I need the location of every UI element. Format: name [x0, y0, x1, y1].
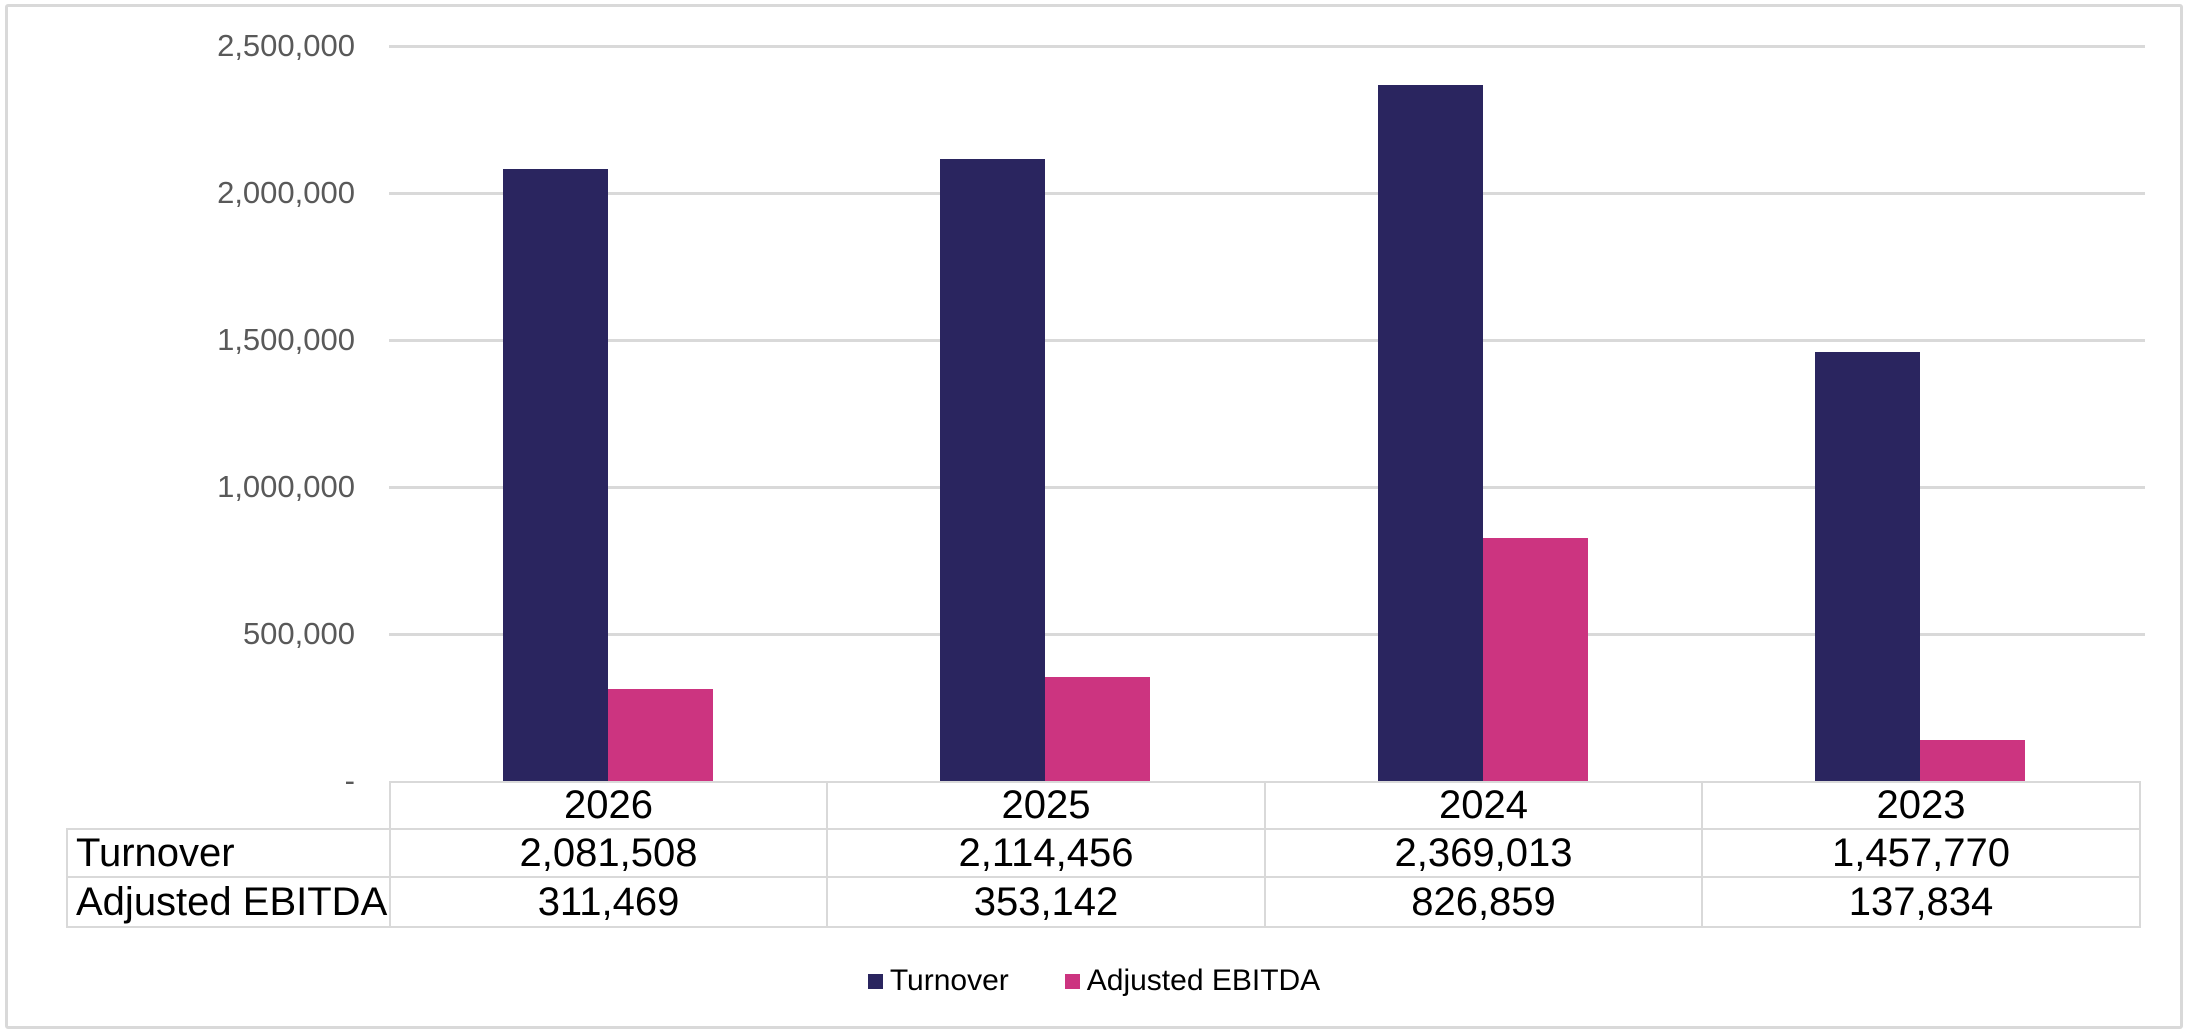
adjusted-ebitda-bar-2025 — [1045, 677, 1150, 781]
row-label-turnover: Turnover — [66, 828, 391, 878]
table-cell-adjusted-ebitda-2024: 826,859 — [1264, 876, 1703, 928]
gridline — [389, 633, 2145, 636]
legend-label-turnover: Turnover — [889, 964, 1009, 997]
gridline — [389, 339, 2145, 342]
legend-item-turnover: Turnover — [867, 964, 1009, 998]
table-cell-turnover-2024: 2,369,013 — [1264, 828, 1703, 878]
y-axis-tick-label: 2,000,000 — [217, 175, 355, 210]
gridline — [389, 486, 2145, 489]
table-cell-turnover-2025: 2,114,456 — [826, 828, 1266, 878]
turnover-bar-2023 — [1815, 352, 1920, 781]
gridline — [389, 45, 2145, 48]
table-header-year-2024: 2024 — [1264, 781, 1703, 830]
table-row-turnover: Turnover 2,081,508 2,114,456 2,369,013 1,457… — [66, 828, 2141, 878]
table-corner-empty — [67, 782, 390, 829]
y-axis-tick-label: - — [344, 763, 355, 798]
adjusted-ebitda-bar-2024 — [1483, 538, 1588, 781]
table-header-year-2023: 2023 — [1701, 781, 2141, 830]
turnover-bar-2024 — [1378, 85, 1483, 781]
table-cell-turnover-2026: 2,081,508 — [389, 828, 828, 878]
row-label-adjusted-ebitda: Adjusted EBITDA — [66, 876, 391, 928]
y-axis-tick-label: 500,000 — [242, 616, 355, 651]
legend-item-adjusted-ebitda: Adjusted EBITDA — [1064, 964, 1321, 998]
table-cell-adjusted-ebitda-2023: 137,834 — [1701, 876, 2141, 928]
chart-outer-border — [5, 4, 2183, 1029]
legend-swatch-icon-adjusted-ebitda — [1064, 973, 1080, 989]
adjusted-ebitda-bar-2023 — [1920, 740, 2025, 781]
table-header-year-2026: 2026 — [389, 781, 828, 830]
y-axis-tick-label: 1,000,000 — [217, 469, 355, 504]
adjusted-ebitda-bar-2026 — [608, 689, 713, 781]
table-header-year-2025: 2025 — [826, 781, 1266, 830]
table-row-adjusted-ebitda: Adjusted EBITDA 311,469 353,142 826,859 137,… — [66, 876, 2141, 928]
y-axis-tick-label: 2,500,000 — [217, 28, 355, 63]
legend-label-adjusted-ebitda: Adjusted EBITDA — [1086, 964, 1321, 997]
table-cell-adjusted-ebitda-2026: 311,469 — [389, 876, 828, 928]
gridline — [389, 192, 2145, 195]
table-cell-turnover-2023: 1,457,770 — [1701, 828, 2141, 878]
table-cell-adjusted-ebitda-2025: 353,142 — [826, 876, 1266, 928]
y-axis-tick-label: 1,500,000 — [217, 322, 355, 357]
turnover-bar-2026 — [503, 169, 608, 781]
data-table: 2026 2025 2024 2023 Turnover 2,081,508 2,114,4… — [66, 781, 2141, 928]
turnover-bar-2025 — [940, 159, 1045, 781]
legend: Turnover Adjusted EBITDA — [0, 958, 2188, 1004]
legend-swatch-icon-turnover — [867, 973, 883, 989]
